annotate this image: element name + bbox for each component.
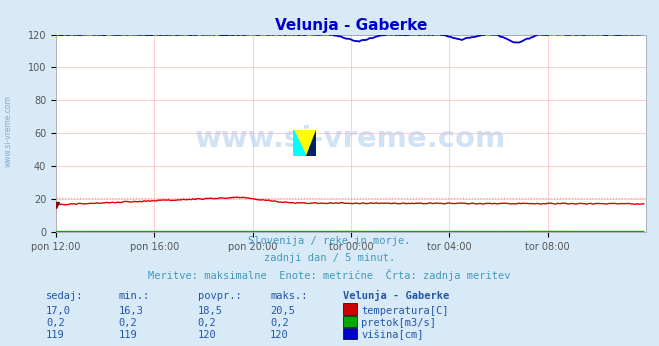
Text: sedaj:: sedaj:: [46, 291, 84, 301]
Text: višina[cm]: višina[cm]: [361, 330, 424, 340]
Text: Slovenija / reke in morje.: Slovenija / reke in morje.: [248, 236, 411, 246]
Text: temperatura[C]: temperatura[C]: [361, 306, 449, 316]
Text: pretok[m3/s]: pretok[m3/s]: [361, 318, 436, 328]
Polygon shape: [306, 130, 316, 156]
Text: 17,0: 17,0: [46, 306, 71, 316]
Text: 0,2: 0,2: [270, 318, 289, 328]
Text: www.si-vreme.com: www.si-vreme.com: [195, 125, 507, 153]
Text: 16,3: 16,3: [119, 306, 144, 316]
Polygon shape: [293, 130, 306, 156]
Text: min.:: min.:: [119, 291, 150, 301]
Text: 0,2: 0,2: [46, 318, 65, 328]
Text: www.si-vreme.com: www.si-vreme.com: [3, 95, 13, 167]
Text: maks.:: maks.:: [270, 291, 308, 301]
Bar: [343, 316, 357, 327]
Text: Meritve: maksimalne  Enote: metrične  Črta: zadnja meritev: Meritve: maksimalne Enote: metrične Črta…: [148, 268, 511, 281]
Bar: [343, 328, 357, 339]
Text: 120: 120: [198, 330, 216, 340]
Text: povpr.:: povpr.:: [198, 291, 241, 301]
Text: Velunja - Gaberke: Velunja - Gaberke: [343, 290, 449, 301]
Text: 120: 120: [270, 330, 289, 340]
Title: Velunja - Gaberke: Velunja - Gaberke: [275, 18, 427, 34]
Polygon shape: [293, 130, 316, 156]
Text: 20,5: 20,5: [270, 306, 295, 316]
Text: zadnji dan / 5 minut.: zadnji dan / 5 minut.: [264, 253, 395, 263]
Text: 0,2: 0,2: [198, 318, 216, 328]
Bar: [343, 303, 357, 315]
Text: 0,2: 0,2: [119, 318, 137, 328]
Text: 119: 119: [46, 330, 65, 340]
Text: 119: 119: [119, 330, 137, 340]
Text: 18,5: 18,5: [198, 306, 223, 316]
